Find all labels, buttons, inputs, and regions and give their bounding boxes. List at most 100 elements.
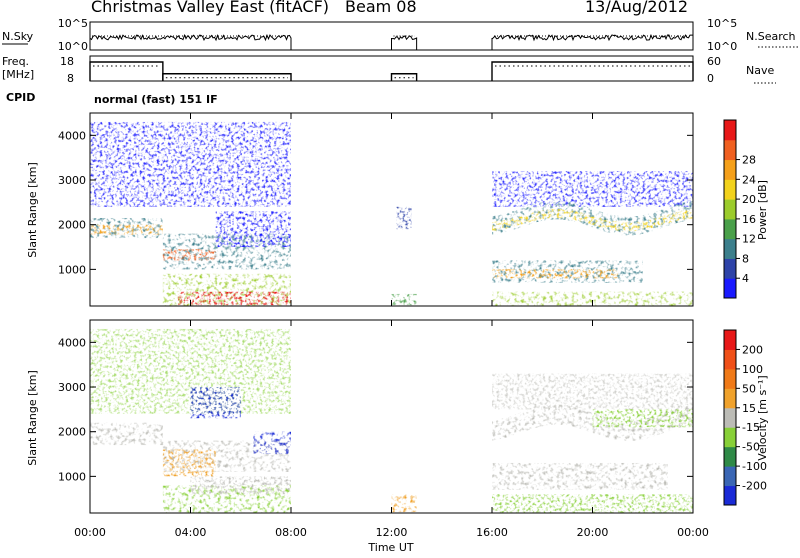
heatmap-band	[177, 291, 291, 306]
heatmap-band	[492, 291, 693, 306]
heatmap-band	[90, 224, 163, 235]
power-colorbar: 4 8 12 16 20 24 28	[723, 119, 756, 299]
power-ylabel: Slant Range [km]	[26, 162, 39, 258]
x-tick-label: 04:00	[175, 526, 207, 539]
heatmap-band	[492, 494, 693, 513]
velocity-colorbar-label: Velocity [m s⁻¹]	[756, 375, 769, 460]
colorbar-swatch	[724, 368, 736, 389]
colorbar-tick-label: 100	[742, 363, 763, 376]
y-tick-label: 3000	[58, 174, 86, 187]
colorbar-swatch	[724, 446, 736, 467]
heatmap-band	[492, 269, 618, 279]
heatmap-band	[492, 373, 693, 410]
heatmap-band	[492, 462, 668, 490]
colorbar-tick-label: 20	[742, 193, 756, 206]
colorbar-swatch	[724, 139, 736, 161]
freq-label: Freq.	[2, 55, 29, 68]
colorbar-swatch	[724, 330, 736, 350]
nsky-label: N.Sky	[2, 30, 34, 43]
noise-right-tick-top: 10^5	[707, 17, 737, 30]
colorbar-swatch	[724, 485, 736, 506]
heatmap-band	[391, 293, 417, 306]
colorbar-swatch	[724, 466, 736, 487]
colorbar-frame	[723, 329, 737, 506]
colorbar-swatch	[724, 407, 736, 428]
colorbar-swatch	[724, 159, 736, 180]
freq-step	[491, 61, 694, 81]
cpid-value: normal (fast) 151 IF	[94, 93, 218, 106]
y-tick-label: 4000	[58, 129, 86, 142]
colorbar-tick-label: 24	[742, 173, 756, 186]
colorbar-frame	[723, 119, 737, 299]
colorbar-tick-label: -200	[742, 480, 767, 493]
freq-unit-label: [MHz]	[2, 68, 34, 81]
velocity-colorbar: 200 100 50 15 -15 -50 -100 -200	[723, 329, 767, 506]
colorbar-tick-label: -15	[742, 421, 760, 434]
colorbar-swatch	[724, 427, 736, 448]
heatmap-band	[391, 494, 417, 513]
noise-left-tick-bottom: 10^0	[58, 40, 88, 53]
heatmap-band	[492, 209, 693, 232]
colorbar-swatch	[724, 120, 736, 141]
colorbar-swatch	[724, 199, 736, 220]
freq-left-tick-bottom: 8	[67, 72, 74, 85]
colorbar-swatch	[724, 349, 736, 370]
y-tick-label: 3000	[58, 381, 86, 394]
velocity-ylabel: Slant Range [km]	[26, 370, 39, 466]
freq-right-tick-top: 60	[707, 55, 721, 68]
velocity-heatmap	[90, 328, 693, 513]
x-tick-label: 00:00	[74, 526, 106, 539]
colorbar-tick-label: 15	[742, 402, 756, 415]
velocity-yticks: 1000 2000 3000 4000	[58, 336, 693, 483]
colorbar-swatch	[724, 278, 736, 299]
heatmap-band	[162, 449, 216, 477]
noise-left-tick-top: 10^5	[58, 17, 88, 30]
x-axis-label: Time UT	[367, 541, 413, 554]
colorbar-swatch	[724, 238, 736, 259]
x-tick-label: 00:00	[677, 526, 709, 539]
colorbar-swatch	[724, 179, 736, 200]
colorbar-tick-label: 12	[742, 233, 756, 246]
x-tick-label: 08:00	[275, 526, 307, 539]
heatmap-band	[215, 211, 291, 248]
heatmap-band	[162, 249, 216, 261]
colorbar-tick-label: 4	[742, 272, 749, 285]
colorbar-tick-label: 28	[742, 154, 756, 167]
freq-step	[162, 73, 292, 81]
colorbar-tick-label: 200	[742, 343, 763, 356]
date-label: 13/Aug/2012	[585, 0, 688, 16]
colorbar-swatch	[724, 388, 736, 409]
x-tick-label: 16:00	[476, 526, 508, 539]
colorbar-swatch	[724, 258, 736, 279]
cpid-label: CPID	[6, 91, 35, 104]
y-tick-label: 2000	[58, 426, 86, 439]
freq-left-tick-top: 18	[60, 55, 74, 68]
colorbar-tick-label: 50	[742, 382, 756, 395]
x-axis-ticks: 00:00 04:00 08:00 12:00 16:00 20:00 00:00	[74, 113, 709, 539]
freq-series	[89, 61, 694, 81]
beam-label: Beam 08	[345, 0, 417, 16]
heatmap-band	[492, 171, 693, 207]
nsearch-label: N.Search	[746, 30, 796, 43]
x-tick-label: 20:00	[577, 526, 609, 539]
power-yticks: 1000 2000 3000 4000	[58, 129, 693, 276]
noise-trace	[89, 33, 292, 50]
noise-series	[89, 33, 694, 50]
freq-step	[390, 73, 418, 81]
colorbar-tick-label: -100	[742, 460, 767, 473]
y-tick-label: 4000	[58, 336, 86, 349]
y-tick-label: 1000	[58, 470, 86, 483]
nave-label: Nave	[746, 64, 774, 77]
noise-trace	[491, 33, 694, 50]
x-tick-label: 12:00	[376, 526, 408, 539]
freq-right-tick-bottom: 0	[707, 72, 714, 85]
heatmap-band	[396, 206, 412, 230]
power-heatmap	[90, 121, 693, 306]
colorbar-tick-label: 16	[742, 213, 756, 226]
colorbar-swatch	[724, 218, 736, 240]
heatmap-band	[592, 409, 693, 428]
heatmap-band	[190, 476, 291, 495]
plot-title: Christmas Valley East (fitACF)	[91, 0, 329, 16]
y-tick-label: 1000	[58, 263, 86, 276]
